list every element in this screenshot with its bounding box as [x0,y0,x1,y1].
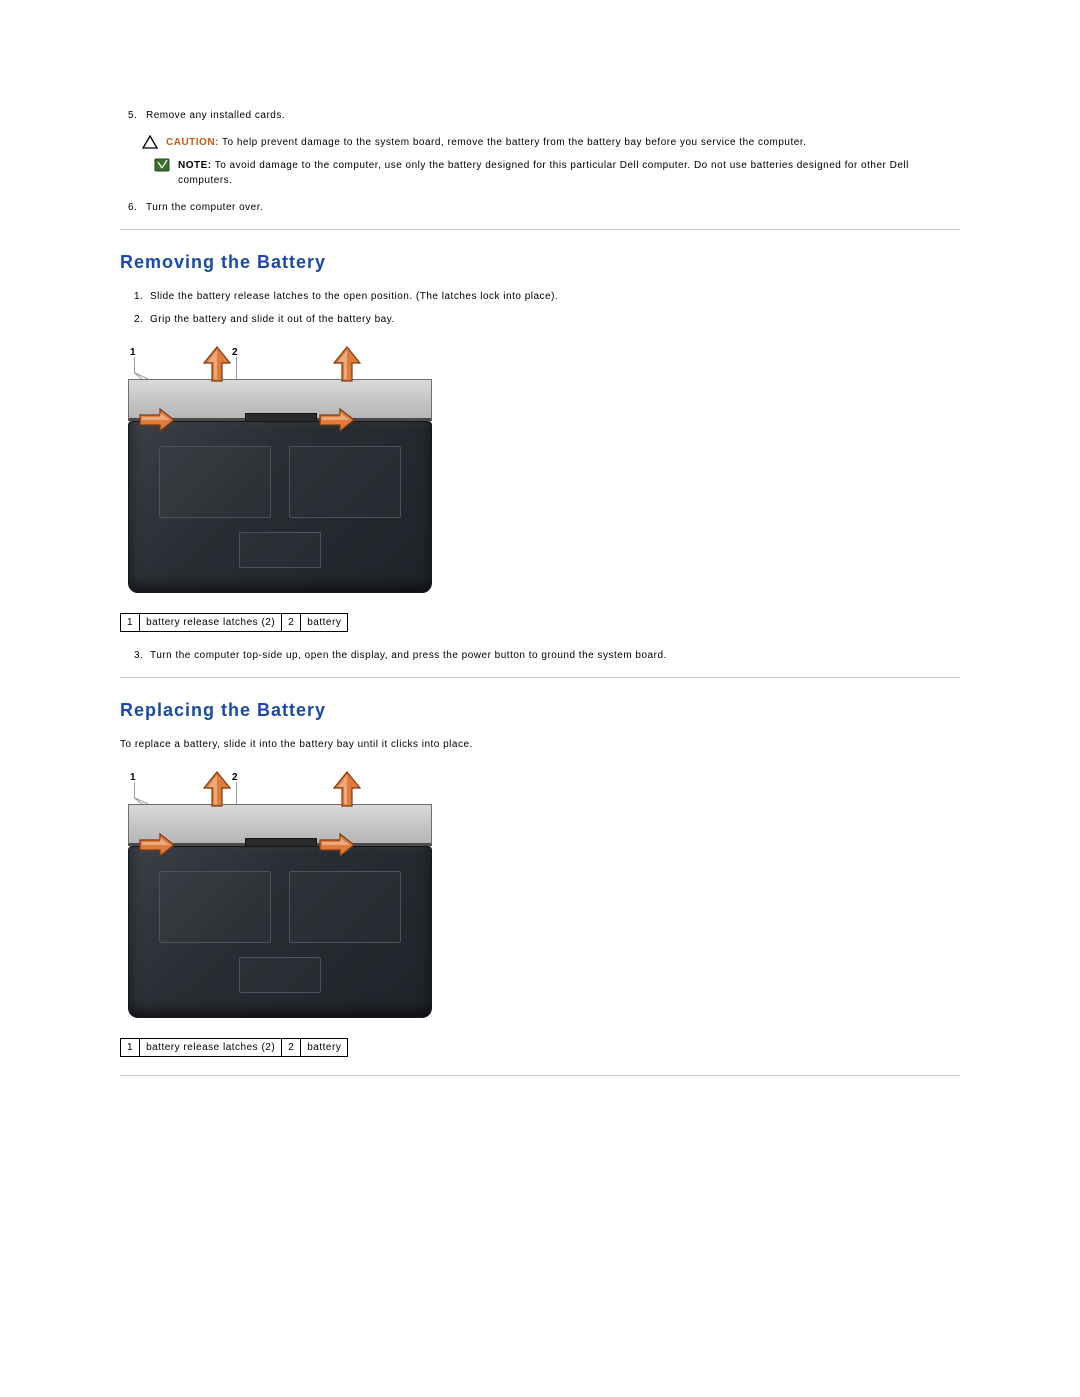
arrow-right-icon [138,407,176,433]
panel [289,446,401,518]
arrow-up-icon [330,770,364,810]
arrow-up-icon [200,770,234,810]
divider [120,677,960,678]
panel [159,446,271,518]
note-row: NOTE: To avoid damage to the computer, u… [154,158,960,188]
step-number: 2. [134,314,143,325]
caution-row: CAUTION: To help prevent damage to the s… [142,135,960,150]
note-icon [154,158,170,172]
legend-cell: 1 [121,614,140,632]
legend-table-removing: 1 battery release latches (2) 2 battery [120,613,348,632]
arrow-up-icon [200,345,234,385]
note-text: NOTE: To avoid damage to the computer, u… [178,158,960,188]
legend-table-replacing: 1 battery release latches (2) 2 battery [120,1038,348,1057]
arrow-up-icon [330,345,364,385]
leader-line [236,357,237,381]
step-number: 5. [128,110,137,121]
laptop-body [128,846,432,1018]
legend-cell: 1 [121,1039,140,1057]
leader-line [134,357,135,372]
removing-after-step: 3. Turn the computer top-side up, open t… [120,650,960,661]
step-number: 3. [134,650,143,661]
step-number: 1. [134,291,143,302]
pre-steps-list: 5. Remove any installed cards. [120,110,960,121]
legend-cell: battery [301,1039,348,1057]
section-title-removing: Removing the Battery [120,252,960,273]
panel [289,871,401,943]
list-item: 5. Remove any installed cards. [120,110,960,121]
table-row: 1 battery release latches (2) 2 battery [121,1039,348,1057]
legend-cell: battery release latches (2) [140,1039,282,1057]
leader-line [236,782,237,806]
divider [120,229,960,230]
step-text: Remove any installed cards. [146,110,285,121]
note-label: NOTE: [178,160,212,171]
list-item: 6. Turn the computer over. [120,202,960,213]
removing-steps: 1. Slide the battery release latches to … [120,291,960,325]
caution-body: To help prevent damage to the system boa… [222,137,806,148]
leader-line [134,782,135,797]
panel [239,532,321,568]
step-text: Grip the battery and slide it out of the… [150,314,395,325]
diagram-removing: 1 2 [120,339,440,599]
note-body: To avoid damage to the computer, use onl… [178,160,909,186]
legend-cell: battery [301,614,348,632]
step-text: Turn the computer top-side up, open the … [150,650,667,661]
legend-cell: 2 [282,614,301,632]
arrow-right-icon [138,832,176,858]
arrow-right-icon [318,832,356,858]
table-row: 1 battery release latches (2) 2 battery [121,614,348,632]
panel [159,871,271,943]
arrow-right-icon [318,407,356,433]
diagram-replacing: 1 2 [120,764,440,1024]
caution-label: CAUTION: [166,137,219,148]
caution-icon [142,135,158,149]
laptop-body [128,421,432,593]
panel [239,957,321,993]
section-title-replacing: Replacing the Battery [120,700,960,721]
divider [120,1075,960,1076]
list-item: 3. Turn the computer top-side up, open t… [120,650,960,661]
list-item: 2. Grip the battery and slide it out of … [120,314,960,325]
legend-cell: 2 [282,1039,301,1057]
step-text: Turn the computer over. [146,202,263,213]
caution-text: CAUTION: To help prevent damage to the s… [166,135,806,150]
step-number: 6. [128,202,137,213]
legend-cell: battery release latches (2) [140,614,282,632]
post-steps-list: 6. Turn the computer over. [120,202,960,213]
step-text: Slide the battery release latches to the… [150,291,558,302]
document-page: 5. Remove any installed cards. CAUTION: … [0,0,1080,1397]
replacing-body: To replace a battery, slide it into the … [120,739,960,750]
list-item: 1. Slide the battery release latches to … [120,291,960,302]
